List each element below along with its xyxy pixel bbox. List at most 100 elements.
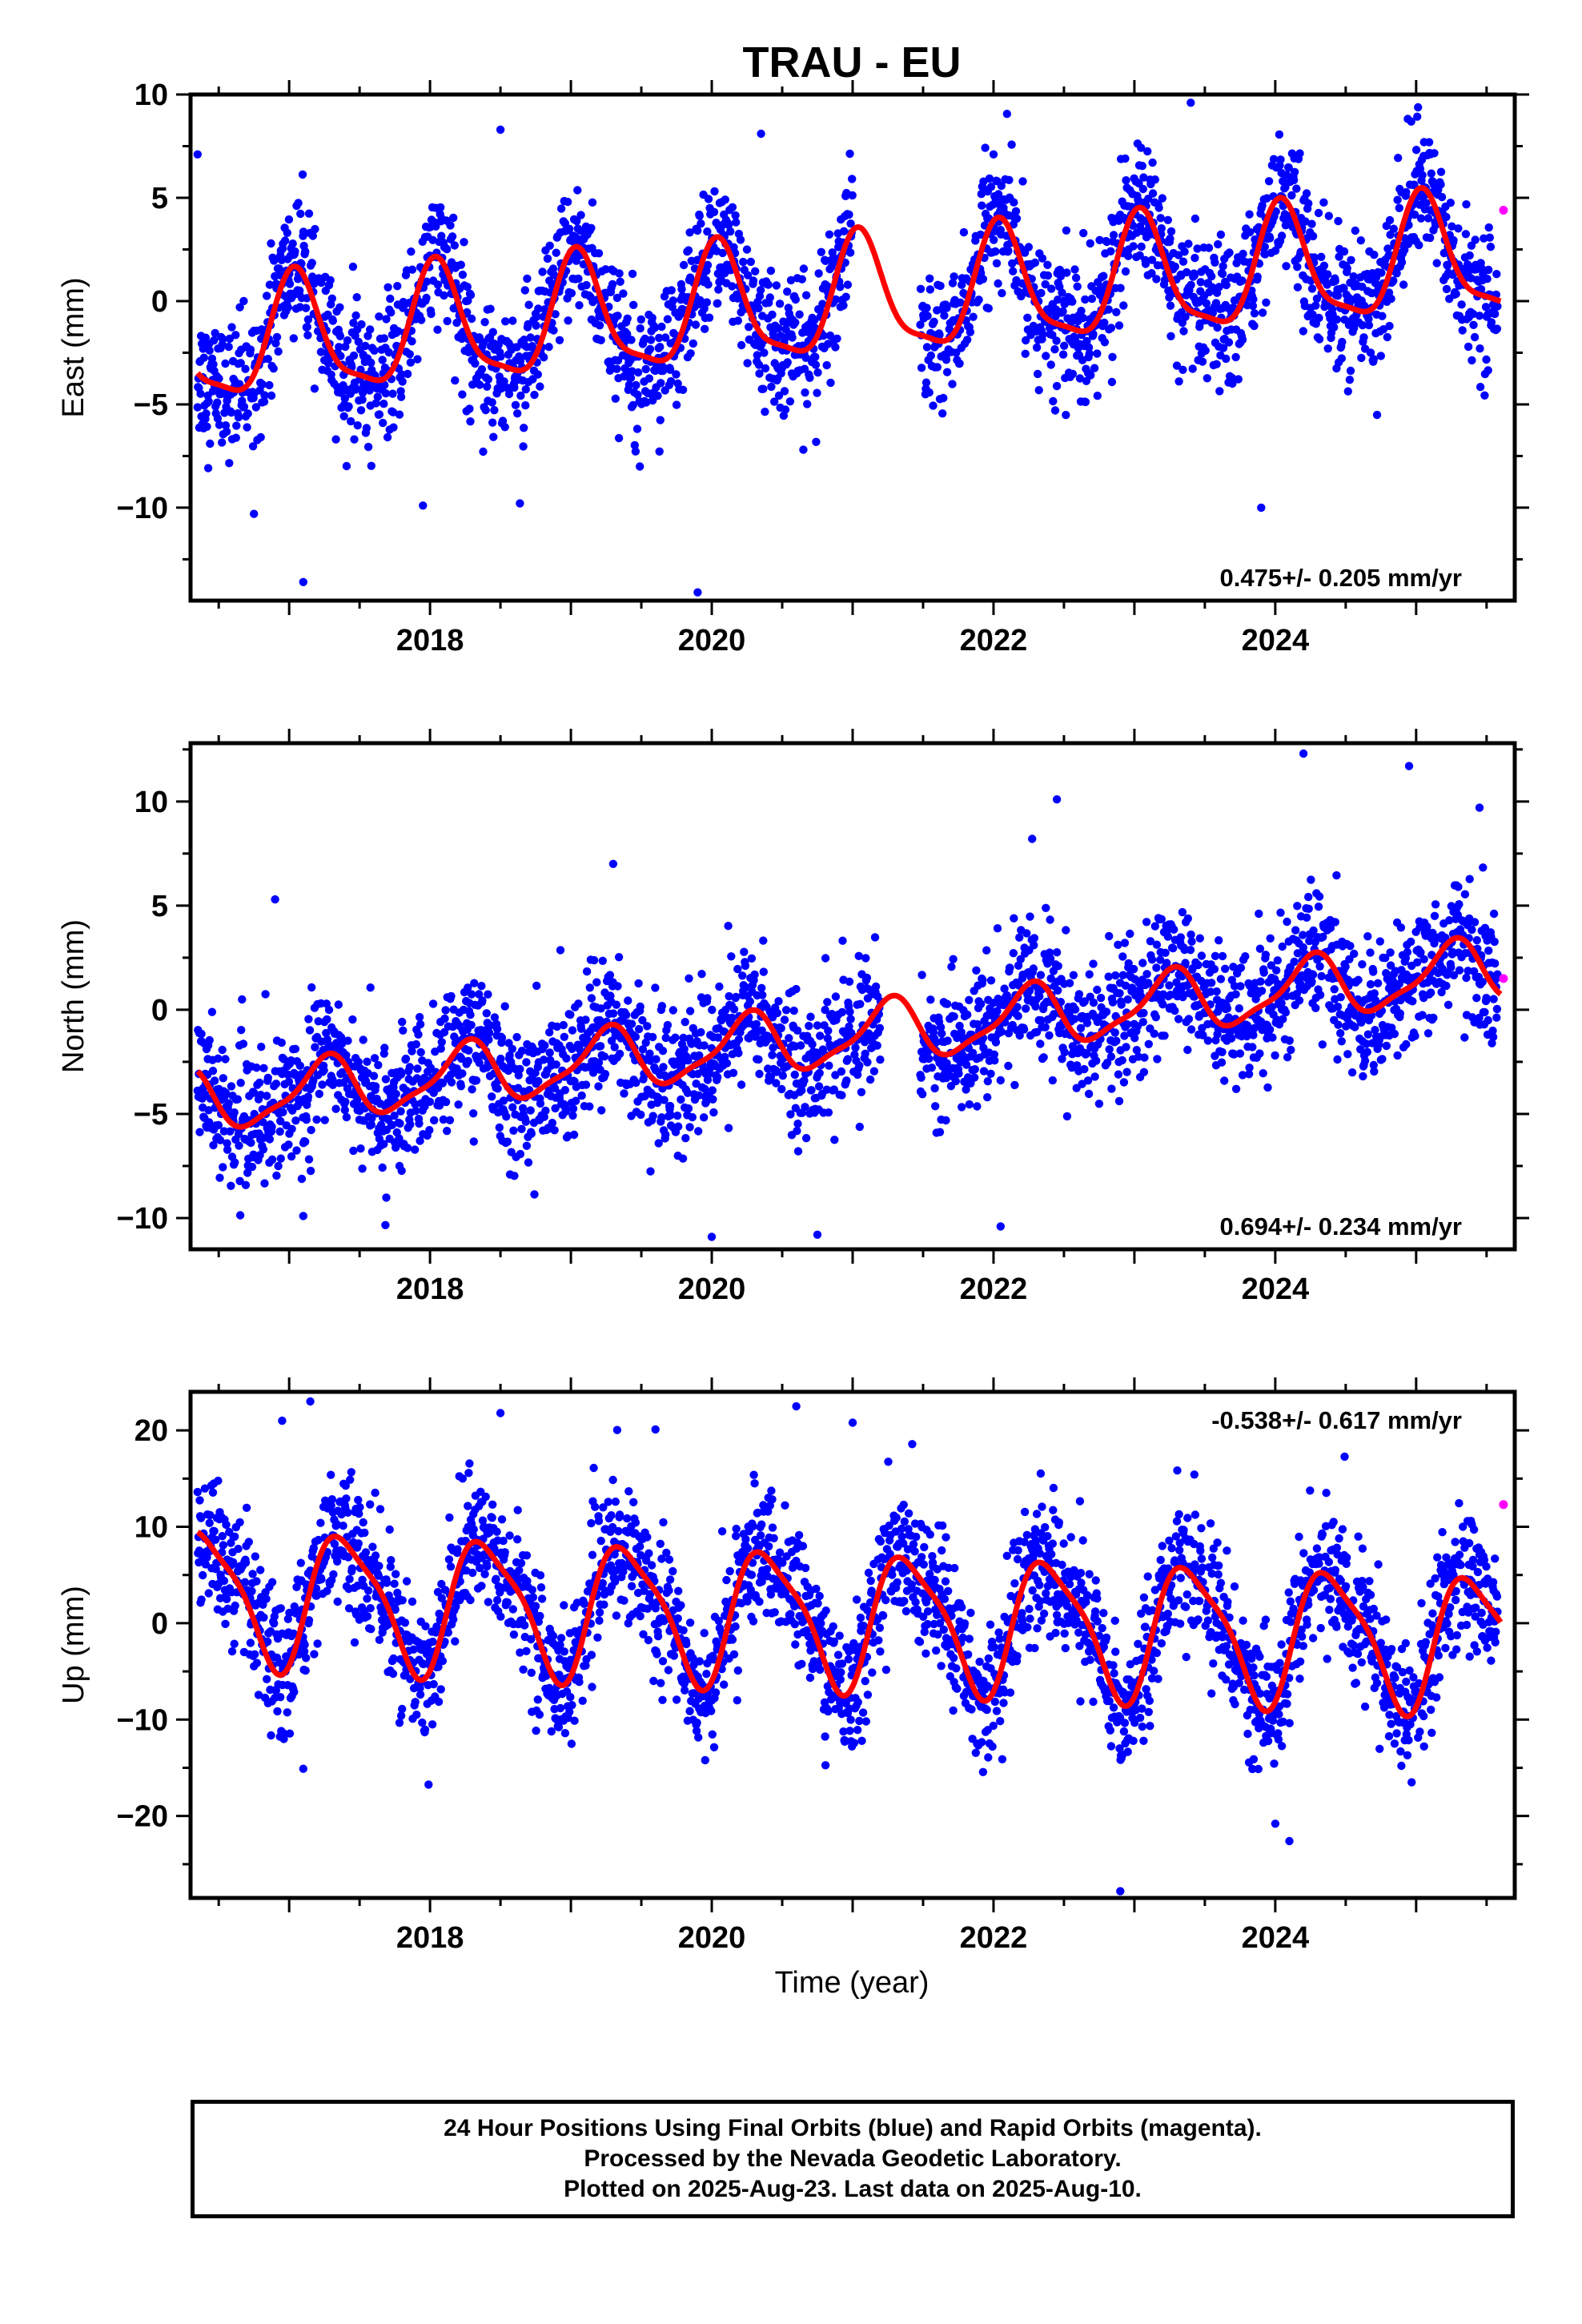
data-point [401, 1054, 411, 1063]
data-point [1163, 932, 1173, 941]
data-point [1292, 184, 1301, 193]
data-point [600, 1052, 609, 1061]
data-point [600, 1070, 610, 1079]
data-point [1468, 309, 1478, 319]
data-point [757, 983, 766, 993]
data-point [1211, 951, 1220, 961]
data-point [1301, 217, 1310, 226]
data-point [926, 351, 936, 360]
data-point [302, 304, 311, 312]
data-point [354, 337, 363, 346]
data-point [997, 1027, 1006, 1036]
data-point [511, 400, 520, 409]
data-point [221, 1055, 230, 1063]
data-point [841, 292, 850, 301]
data-point [556, 204, 566, 213]
data-point [1334, 1020, 1343, 1029]
data-point [951, 1076, 961, 1086]
data-point [786, 1110, 795, 1119]
data-point [1385, 215, 1395, 225]
data-point [992, 259, 1002, 267]
data-point [1314, 903, 1323, 911]
data-point [959, 227, 969, 237]
data-point [926, 285, 935, 294]
data-point [754, 1055, 763, 1064]
data-point [1122, 1068, 1131, 1076]
data-point [656, 416, 665, 424]
data-point [958, 1103, 966, 1112]
data-point [595, 321, 604, 330]
data-point [1158, 1000, 1167, 1009]
data-point [475, 1059, 484, 1068]
data-point [726, 227, 735, 236]
data-point [342, 1112, 351, 1122]
data-point [1216, 230, 1226, 239]
data-point [227, 1082, 236, 1091]
data-point [195, 1128, 204, 1136]
data-point [1060, 341, 1069, 350]
data-point [1109, 231, 1118, 239]
data-point [769, 1043, 777, 1052]
data-point [685, 228, 694, 237]
data-point [284, 215, 294, 224]
data-point [1277, 231, 1287, 240]
data-point [829, 1085, 839, 1094]
data-point [977, 999, 986, 1008]
data-point [1219, 262, 1227, 271]
data-point [303, 323, 311, 332]
data-point [694, 1091, 703, 1100]
data-point [1213, 323, 1222, 332]
data-point [1307, 219, 1316, 228]
data-point [857, 1088, 866, 1097]
data-point [1201, 346, 1210, 355]
data-point [777, 1084, 786, 1094]
data-point [543, 254, 552, 263]
data-point [1193, 244, 1202, 253]
data-point [545, 1027, 554, 1037]
data-point [1464, 342, 1473, 352]
data-point [697, 1027, 705, 1037]
data-point [353, 1096, 362, 1104]
y-tick-label: −10 [117, 492, 168, 525]
data-point [669, 296, 677, 305]
data-point [994, 190, 1003, 199]
data-point [413, 1064, 422, 1073]
data-point [1231, 990, 1240, 999]
data-point [395, 1134, 404, 1143]
data-point [733, 316, 742, 325]
data-point [821, 954, 830, 963]
data-point [552, 1022, 561, 1031]
data-point [594, 1058, 604, 1068]
data-point [1432, 259, 1441, 267]
data-point [1363, 932, 1372, 941]
data-point [348, 1015, 357, 1024]
data-point [1082, 376, 1091, 385]
data-point [199, 353, 208, 362]
data-point [1121, 154, 1130, 163]
data-point [737, 1080, 746, 1089]
data-point [1049, 396, 1058, 406]
data-point [695, 211, 704, 220]
data-point [873, 1041, 881, 1050]
data-point [272, 1171, 281, 1180]
data-point [1010, 914, 1018, 923]
data-point [1332, 315, 1342, 324]
data-point [743, 271, 753, 279]
data-point [918, 1090, 927, 1099]
data-point [775, 300, 785, 308]
data-point [780, 1015, 789, 1024]
data-point [1186, 946, 1195, 955]
data-point [917, 364, 926, 372]
data-point [1273, 956, 1283, 965]
data-point [1317, 971, 1326, 981]
data-point [369, 1072, 379, 1080]
data-point [1008, 259, 1017, 268]
data-point [1222, 280, 1231, 290]
data-point [1138, 1018, 1148, 1027]
data-point [648, 313, 656, 323]
data-point [241, 364, 250, 373]
data-point [1047, 284, 1056, 293]
data-point [587, 994, 596, 1003]
data-point [1070, 1015, 1079, 1023]
data-point [1107, 377, 1117, 387]
